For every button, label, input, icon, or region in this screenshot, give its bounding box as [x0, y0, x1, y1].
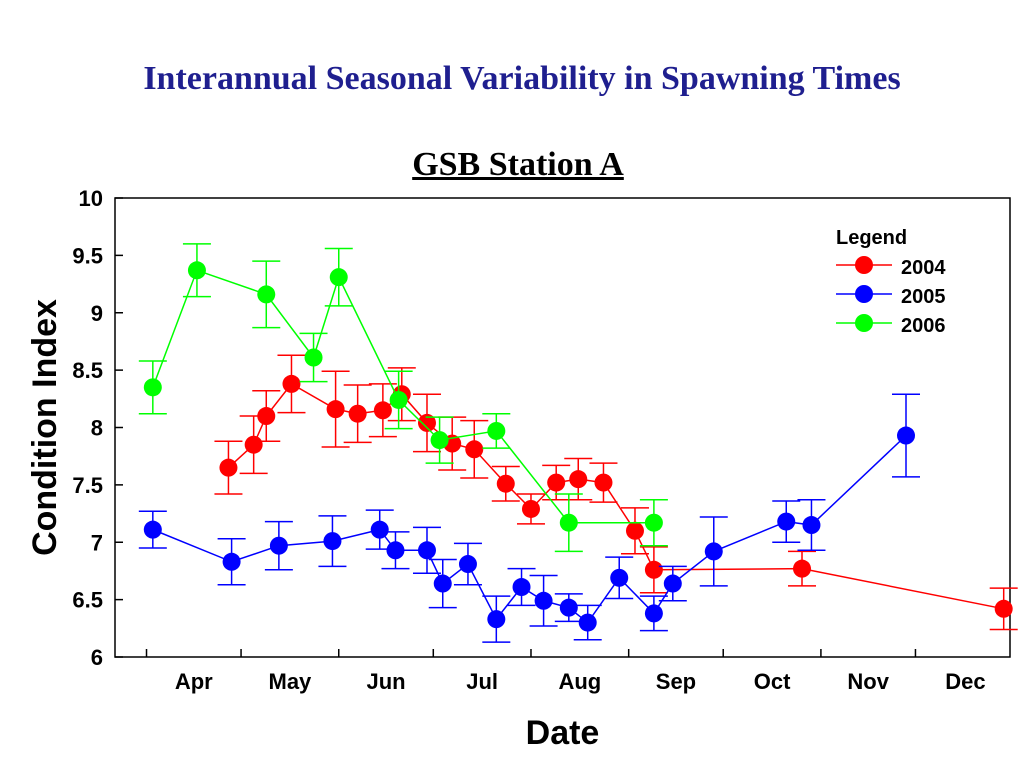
y-tick-label: 10 — [79, 186, 103, 211]
slide-title: Interannual Seasonal Variability in Spaw… — [143, 60, 901, 97]
data-point — [897, 426, 916, 445]
data-point — [465, 440, 484, 459]
y-tick-label: 7 — [91, 530, 103, 555]
data-point — [521, 499, 540, 518]
data-point — [512, 578, 531, 597]
plot-area — [114, 197, 1011, 658]
x-tick-label: Nov — [847, 669, 889, 694]
data-point — [143, 378, 162, 397]
data-point — [304, 348, 323, 367]
data-point — [487, 421, 506, 440]
data-point — [559, 598, 578, 617]
data-point — [219, 458, 238, 477]
x-axis-title: Date — [526, 714, 600, 752]
data-point — [323, 532, 342, 551]
data-point — [594, 473, 613, 492]
data-point — [487, 610, 506, 629]
y-tick-label: 6 — [91, 645, 103, 670]
data-point — [610, 568, 629, 587]
series-2006 — [138, 243, 668, 553]
legend-marker — [855, 285, 873, 303]
data-point — [417, 541, 436, 560]
data-point — [257, 285, 276, 304]
y-axis-title: Condition Index — [26, 299, 64, 556]
data-point — [496, 474, 515, 493]
data-point — [644, 604, 663, 623]
data-point — [244, 435, 263, 454]
data-point — [534, 591, 553, 610]
legend-item: 2006 — [836, 314, 946, 337]
data-point — [187, 261, 206, 280]
data-point — [386, 541, 405, 560]
x-tick-label: Oct — [754, 669, 791, 694]
data-point — [389, 390, 408, 409]
y-tick-label: 8 — [91, 416, 103, 441]
series-line — [152, 269, 654, 524]
data-point — [559, 513, 578, 532]
legend-marker — [855, 256, 873, 274]
x-tick-label: May — [269, 669, 313, 694]
data-point — [793, 559, 812, 578]
x-tick-label: Aug — [558, 669, 601, 694]
data-point — [704, 542, 723, 561]
legend-label: 2006 — [901, 315, 946, 337]
data-point — [326, 400, 345, 419]
x-tick-label: Dec — [945, 669, 985, 694]
data-point — [458, 555, 477, 574]
y-tick-label: 9 — [91, 301, 103, 326]
data-point — [802, 516, 821, 535]
data-point — [547, 473, 566, 492]
data-point — [257, 407, 276, 426]
y-tick-label: 7.5 — [72, 473, 103, 498]
chart-title: GSB Station A — [412, 146, 624, 183]
data-point — [143, 520, 162, 539]
x-tick-label: Jun — [366, 669, 405, 694]
data-point — [663, 574, 682, 593]
series-2005 — [138, 393, 921, 643]
x-tick-label: Jul — [466, 669, 498, 694]
data-point — [370, 520, 389, 539]
data-point — [373, 401, 392, 420]
data-point — [430, 431, 449, 450]
legend-label: 2005 — [901, 286, 946, 308]
data-point — [569, 470, 588, 489]
data-point — [433, 574, 452, 593]
data-point — [777, 512, 796, 531]
data-point — [348, 404, 367, 423]
data-point — [269, 536, 288, 555]
x-tick-label: Apr — [175, 669, 213, 694]
legend: Legend 2004 2005 2006 — [836, 227, 946, 337]
data-point — [994, 599, 1013, 618]
data-point — [417, 413, 436, 432]
data-point — [578, 613, 597, 632]
legend-label: 2004 — [901, 257, 946, 279]
legend-item: 2004 — [836, 256, 946, 279]
legend-item: 2005 — [836, 285, 946, 308]
data-point — [644, 513, 663, 532]
data-point — [222, 552, 241, 571]
data-point — [644, 560, 663, 579]
data-point — [282, 374, 301, 393]
y-tick-label: 6.5 — [72, 588, 103, 613]
y-tick-label: 9.5 — [72, 243, 103, 268]
data-point — [625, 521, 644, 540]
data-point — [329, 268, 348, 287]
y-tick-label: 8.5 — [72, 358, 103, 383]
legend-title: Legend — [836, 227, 907, 249]
x-tick-label: Sep — [656, 669, 696, 694]
legend-marker — [855, 314, 873, 332]
